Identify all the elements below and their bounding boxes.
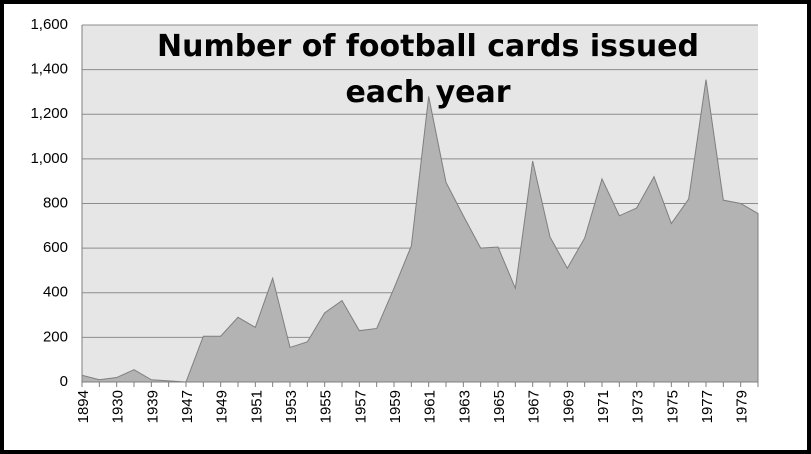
x-tick-label: 1971 <box>595 390 612 423</box>
x-tick-label: 1969 <box>560 390 577 423</box>
y-tick-label: 1,200 <box>30 105 68 122</box>
x-tick-label: 1930 <box>110 390 127 423</box>
x-tick-label: 1957 <box>352 390 369 423</box>
x-tick-label: 1967 <box>526 390 543 423</box>
x-tick-label: 1965 <box>491 390 508 423</box>
x-tick-label: 1939 <box>144 390 161 423</box>
x-tick-label: 1973 <box>630 390 647 423</box>
y-tick-label: 600 <box>43 239 68 256</box>
x-tick-label: 1949 <box>214 390 231 423</box>
y-tick-label: 1,000 <box>30 150 68 167</box>
y-tick-label: 0 <box>60 373 68 390</box>
x-tick-label: 1947 <box>179 390 196 423</box>
x-tick-label: 1975 <box>664 390 681 423</box>
y-tick-label: 200 <box>43 328 68 345</box>
y-tick-label: 1,600 <box>30 16 68 33</box>
x-tick-label: 1977 <box>699 390 716 423</box>
x-tick-label: 1963 <box>456 390 473 423</box>
y-tick-label: 1,400 <box>30 61 68 78</box>
x-tick-label: 1979 <box>734 390 751 423</box>
x-tick-label: 1894 <box>75 390 92 423</box>
chart-title: Number of football cards issued each yea… <box>156 29 699 110</box>
x-tick-label: 1953 <box>283 390 300 423</box>
y-tick-label: 800 <box>43 194 68 211</box>
x-tick-label: 1961 <box>422 390 439 423</box>
y-tick-label: 400 <box>43 284 68 301</box>
x-tick-label: 1959 <box>387 390 404 423</box>
x-tick-label: 1955 <box>318 390 335 423</box>
x-tick-label: 1951 <box>248 390 265 423</box>
